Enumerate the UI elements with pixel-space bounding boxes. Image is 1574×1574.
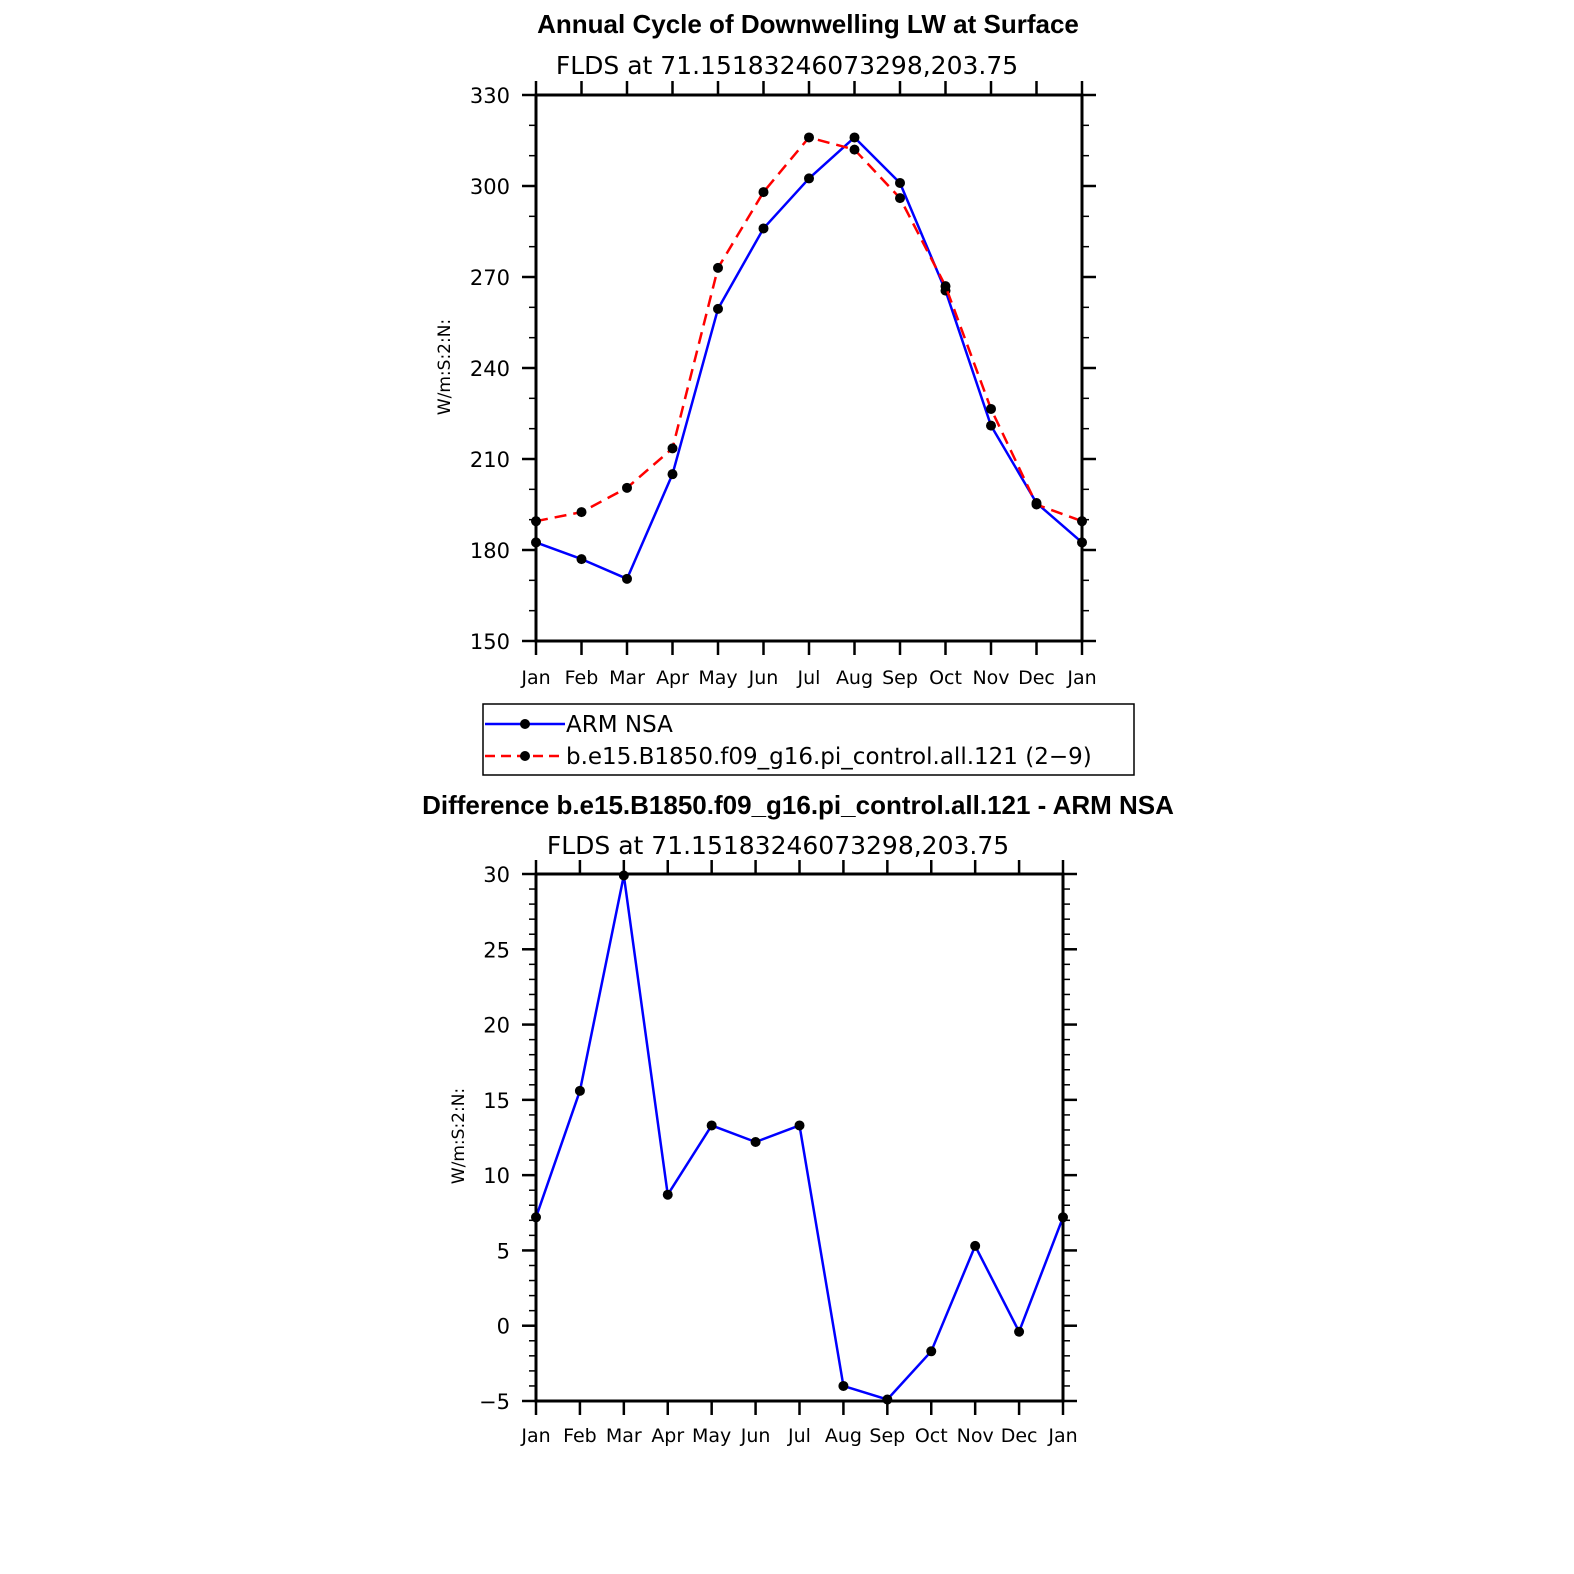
data-point (750, 1137, 761, 1148)
x-tick-label: Apr (651, 1425, 684, 1447)
x-tick-label: Mar (606, 1425, 642, 1447)
plot-frame (534, 93, 1084, 643)
y-tick-label: 25 (483, 938, 510, 962)
y-tick-label: 0 (497, 1315, 510, 1339)
x-tick-label: Jan (520, 1425, 550, 1447)
data-point (986, 420, 996, 431)
data-point (849, 144, 860, 155)
data-point (758, 223, 769, 234)
data-point (622, 573, 632, 584)
y-tick-label: 150 (470, 630, 510, 654)
data-point (574, 1085, 585, 1096)
data-point (576, 507, 587, 518)
data-point (804, 132, 814, 143)
y-tick-label: 300 (470, 175, 510, 199)
x-tick-label: Jun (748, 667, 779, 689)
chart-subtitle: FLDS at 71.15183246073298,203.75 (547, 831, 1009, 860)
legend-marker-model (520, 751, 530, 761)
y-tick-label: 15 (483, 1089, 510, 1113)
data-point (838, 1380, 849, 1391)
data-point (667, 469, 678, 480)
chart-title: Annual Cycle of Downwelling LW at Surfac… (537, 9, 1079, 39)
data-point (576, 554, 587, 565)
y-tick-label: 20 (483, 1014, 510, 1038)
chart-subtitle: FLDS at 71.15183246073298,203.75 (556, 51, 1018, 80)
x-tick-label: May (698, 667, 737, 689)
data-point (794, 1120, 805, 1131)
data-point (1014, 1326, 1025, 1337)
y-tick-label: 5 (497, 1239, 510, 1263)
x-tick-label: Dec (1018, 667, 1055, 689)
y-tick-label: 210 (470, 448, 510, 472)
y-tick-label: 10 (483, 1164, 510, 1188)
data-point (804, 173, 814, 184)
data-point (986, 403, 996, 414)
x-tick-label: Nov (957, 1425, 994, 1447)
x-tick-label: Aug (836, 667, 873, 689)
legend: ARM NSA b.e15.B1850.f09_g16.pi_control.a… (482, 703, 1135, 776)
data-point (895, 177, 905, 188)
x-tick-label: Jul (787, 1425, 811, 1447)
y-tick-label: 270 (470, 266, 510, 290)
x-tick-label: Jul (797, 667, 821, 689)
legend-label-arm: ARM NSA (566, 712, 673, 738)
data-point (618, 870, 629, 881)
legend-marker-arm (520, 719, 530, 729)
legend-box (482, 703, 1135, 776)
x-tick-label: Apr (656, 667, 689, 689)
x-tick-label: Sep (869, 1425, 905, 1447)
data-point (758, 187, 769, 198)
x-tick-label: Oct (929, 667, 962, 689)
data-point (895, 193, 905, 204)
series-line-0 (534, 874, 1065, 1401)
data-point (849, 132, 860, 143)
x-tick-label: Feb (563, 1425, 597, 1447)
y-tick-label: 330 (470, 84, 510, 108)
series-line-1 (535, 136, 1083, 523)
data-point (622, 482, 632, 493)
x-tick-label: Jan (1066, 667, 1096, 689)
x-tick-label: May (692, 1425, 731, 1447)
data-point (667, 443, 678, 454)
difference-chart: Difference b.e15.B1850.f09_g16.pi_contro… (422, 790, 1174, 1447)
series-line-0 (535, 136, 1083, 581)
data-point (940, 281, 951, 292)
x-tick-label: Aug (825, 1425, 862, 1447)
data-point (1031, 499, 1042, 510)
data-point (882, 1394, 893, 1405)
y-axis-label: W/m:S:2:N: (449, 1088, 469, 1184)
x-tick-label: Jan (520, 667, 550, 689)
data-point (713, 303, 723, 314)
legend-label-model: b.e15.B1850.f09_g16.pi_control.all.121 (… (566, 744, 1092, 770)
data-point (713, 262, 723, 273)
x-tick-label: Mar (609, 667, 645, 689)
y-tick-label: −5 (479, 1390, 510, 1414)
chart-title: Difference b.e15.B1850.f09_g16.pi_contro… (422, 790, 1174, 820)
x-tick-label: Sep (882, 667, 918, 689)
x-tick-label: Nov (972, 667, 1009, 689)
data-point (662, 1189, 673, 1200)
x-tick-label: Dec (1001, 1425, 1038, 1447)
plot-frame (534, 872, 1065, 1403)
data-point (926, 1346, 937, 1357)
x-tick-label: Jun (740, 1425, 771, 1447)
data-point (706, 1120, 717, 1131)
x-tick-label: Oct (915, 1425, 948, 1447)
y-axis-label: W/m:S:2:N: (435, 319, 455, 415)
data-point (970, 1240, 981, 1251)
annual-cycle-chart: Annual Cycle of Downwelling LW at Surfac… (435, 9, 1097, 689)
x-tick-label: Jan (1047, 1425, 1077, 1447)
y-tick-label: 180 (470, 539, 510, 563)
x-tick-label: Feb (565, 667, 599, 689)
y-tick-label: 30 (483, 863, 510, 887)
y-tick-label: 240 (470, 357, 510, 381)
